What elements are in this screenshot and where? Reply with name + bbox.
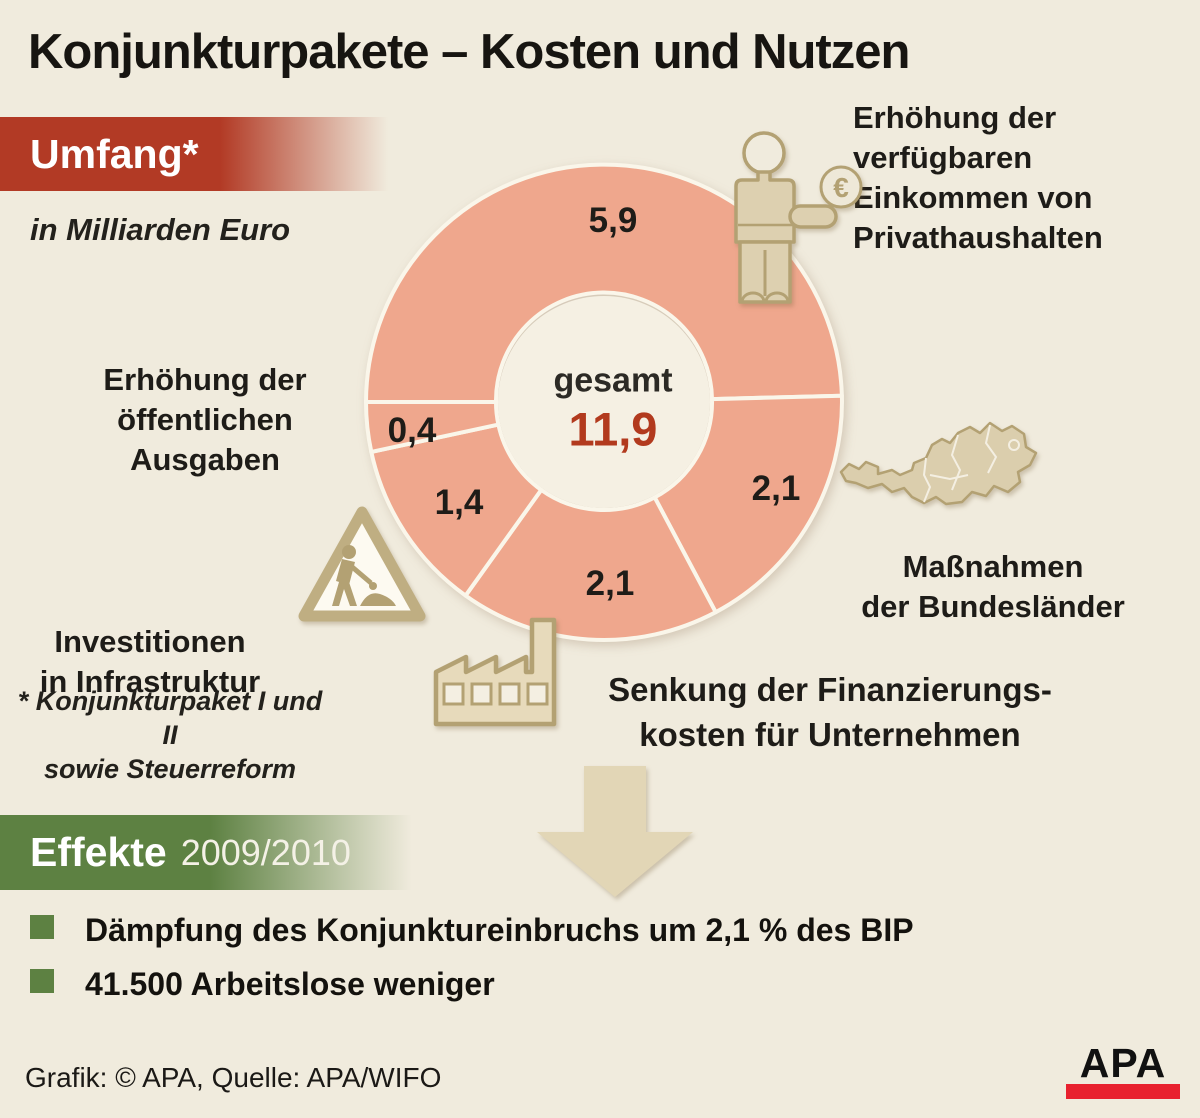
svg-text:€: €	[833, 172, 849, 203]
austria-map-icon	[839, 421, 1038, 506]
callout-unternehmen: Senkung der Finanzierungs- kosten für Un…	[608, 671, 1052, 753]
segment-value-3: 1,4	[434, 483, 484, 522]
bullet-square-icon	[30, 969, 54, 993]
effect-item-bip: Dämpfung des Konjunktureinbruchs um 2,1 …	[30, 912, 914, 949]
apa-logo-text: APA	[1079, 1040, 1167, 1086]
chart-center-label: gesamt	[553, 361, 673, 400]
bullet-square-icon	[30, 915, 54, 939]
callout-infrastruktur: Investitionen in Infrastruktur	[39, 624, 261, 699]
apa-logo-red-bar	[1066, 1084, 1180, 1099]
segment-value-0: 5,9	[588, 201, 638, 240]
callout-bundeslaender: Maßnahmen der Bundesländer	[861, 549, 1125, 624]
person-with-euro-coin-icon: €	[734, 131, 863, 304]
roadworks-sign-icon	[298, 506, 426, 622]
section-banner-umfang: Umfang*	[0, 117, 400, 191]
apa-logo: APA	[1066, 1042, 1180, 1099]
effect-text: Dämpfung des Konjunktureinbruchs um 2,1 …	[85, 912, 914, 948]
effect-text: 41.500 Arbeitslose weniger	[85, 966, 495, 1002]
section-banner-effekte: Effekte 2009/2010	[0, 815, 420, 890]
donut-chart	[364, 162, 844, 642]
chart-units-subtitle: in Milliarden Euro	[30, 212, 291, 247]
down-arrow-icon	[537, 766, 693, 897]
callout-oeffentliche-ausgaben: Erhöhung der öffentlichen Ausgaben	[103, 362, 307, 477]
segment-value-1: 2,1	[751, 469, 801, 508]
umfang-banner-label: Umfang*	[30, 130, 199, 177]
footnote: * Konjunkturpaket I und II sowie Steuerr…	[17, 686, 323, 784]
effekte-banner-year: 2009/2010	[180, 831, 351, 873]
credit-line: Grafik: © APA, Quelle: APA/WIFO	[25, 1062, 442, 1093]
euro-coin-icon: €	[819, 165, 863, 209]
callout-privathaushalte: Erhöhung der verfügbaren Einkommen von P…	[853, 100, 1103, 255]
segment-value-2: 2,1	[585, 564, 635, 603]
factory-icon	[433, 617, 557, 727]
chart-center-total: 11,9	[568, 402, 658, 456]
effect-item-arbeitslose: 41.500 Arbeitslose weniger	[30, 966, 495, 1003]
page-title: Konjunkturpakete – Kosten und Nutzen	[28, 25, 910, 79]
segment-value-4: 0,4	[387, 411, 437, 450]
effekte-banner-label: Effekte	[30, 829, 167, 875]
